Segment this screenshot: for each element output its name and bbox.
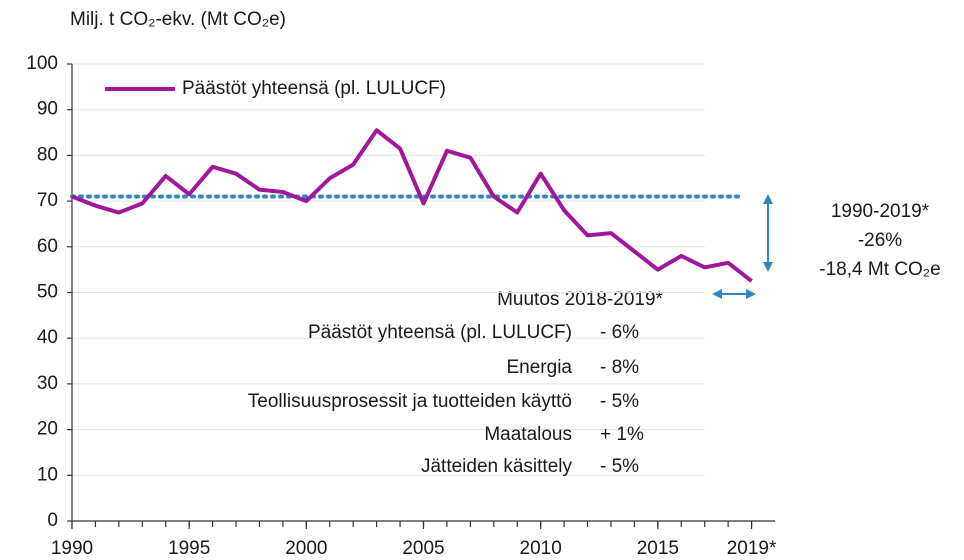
change-name: Energia xyxy=(507,357,573,378)
y-tick-label: 50 xyxy=(37,282,58,303)
annotation: 1990-2019* xyxy=(831,201,930,222)
x-tick-label: 2005 xyxy=(402,538,444,559)
y-tick-label: 90 xyxy=(37,99,58,120)
change-value: + 1% xyxy=(600,424,644,445)
change-value: - 5% xyxy=(600,456,639,477)
change-name: Jätteiden käsittely xyxy=(421,456,573,477)
x-tick-label: 2010 xyxy=(520,538,562,559)
y-tick-label: 30 xyxy=(37,373,58,394)
x-tick-label: 2019* xyxy=(727,538,777,559)
y-tick-label: 100 xyxy=(26,53,58,74)
y-tick-label: 0 xyxy=(47,510,58,531)
x-tick-label: 2015 xyxy=(637,538,679,559)
y-tick-label: 20 xyxy=(37,419,58,440)
change-name: Maatalous xyxy=(484,424,572,445)
y-axis-label: Milj. t CO₂-ekv. (Mt CO₂e) xyxy=(70,9,286,30)
annotation: -18,4 Mt CO₂e xyxy=(819,259,940,280)
y-tick-label: 80 xyxy=(37,144,58,165)
y-tick-label: 60 xyxy=(37,236,58,257)
change-name: Teollisuusprosessit ja tuotteiden käyttö xyxy=(248,391,572,412)
change-name: Päästöt yhteensä (pl. LULUCF) xyxy=(308,322,572,343)
change-value: - 6% xyxy=(600,322,639,343)
y-tick-label: 10 xyxy=(37,464,58,485)
annotation: -26% xyxy=(858,230,902,251)
x-tick-label: 2000 xyxy=(285,538,327,559)
line-series xyxy=(71,128,753,283)
change-value: - 8% xyxy=(600,357,639,378)
y-tick-label: 70 xyxy=(37,190,58,211)
x-tick-label: 1995 xyxy=(168,538,210,559)
legend-label: Päästöt yhteensä (pl. LULUCF) xyxy=(182,78,446,99)
x-tick-label: 1990 xyxy=(51,538,93,559)
y-tick-label: 40 xyxy=(37,327,58,348)
annotation: Muutos 2018-2019* xyxy=(497,289,663,310)
change-value: - 5% xyxy=(600,391,639,412)
